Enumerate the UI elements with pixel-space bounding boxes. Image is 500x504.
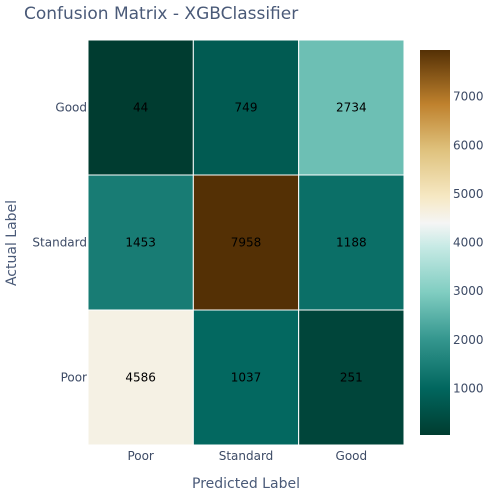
cell-value-label: 1188 — [336, 236, 367, 250]
colorbar-tick-label: 1000 — [453, 381, 484, 395]
x-tick-label: Poor — [127, 449, 153, 463]
heatmap-cell-poor-poor — [87, 309, 194, 446]
colorbar-tick-label: 6000 — [453, 138, 484, 152]
colorbar-tick-label: 7000 — [453, 90, 484, 104]
heatmap-cell-good-poor — [87, 39, 194, 176]
cell-value-label: 251 — [340, 371, 363, 385]
cell-value-label: 44 — [133, 101, 148, 115]
heatmap-cell-poor-good — [298, 309, 405, 446]
cell-value-label: 7958 — [231, 236, 262, 250]
heatmap-cell-standard-good — [298, 174, 405, 311]
y-tick-label: Standard — [32, 236, 87, 250]
cell-value-label: 1037 — [231, 371, 262, 385]
colorbar-tick-label: 4000 — [453, 236, 484, 250]
colorbar-tick-label: 2000 — [453, 333, 484, 347]
chart-title: Confusion Matrix - XGBClassifier — [24, 4, 299, 24]
cell-value-label: 1453 — [125, 236, 156, 250]
colorbar — [420, 50, 450, 435]
colorbar-tick-label: 5000 — [453, 187, 484, 201]
heatmap-cell-good-standard — [192, 39, 300, 176]
y-tick-label: Poor — [61, 371, 87, 385]
heatmap-cell-standard-poor — [87, 174, 194, 311]
heatmap-cell-standard-standard — [192, 174, 300, 311]
x-axis-label: Predicted Label — [192, 476, 300, 492]
heatmap-cell-poor-standard — [192, 309, 300, 446]
heatmap-cell-good-good — [298, 39, 405, 176]
y-axis-label: Actual Label — [4, 200, 20, 286]
y-tick-label: Good — [55, 101, 87, 115]
colorbar-tick-label: 3000 — [453, 284, 484, 298]
cell-value-label: 4586 — [125, 371, 156, 385]
cell-value-label: 749 — [235, 101, 258, 115]
x-tick-label: Standard — [219, 449, 274, 463]
x-tick-label: Good — [336, 449, 368, 463]
cell-value-label: 2734 — [336, 101, 367, 115]
